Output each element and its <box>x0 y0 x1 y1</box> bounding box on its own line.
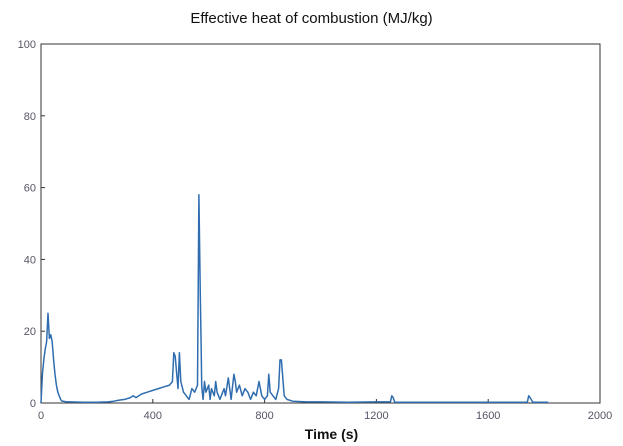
y-tick-label: 80 <box>24 111 36 123</box>
plot-frame <box>40 43 601 404</box>
x-tick-label: 0 <box>38 410 44 422</box>
y-tick-label: 60 <box>24 183 36 195</box>
chart-title: Effective heat of combustion (MJ/kg) <box>190 10 433 27</box>
series-line <box>40 194 549 404</box>
x-tick-label: 800 <box>255 410 273 422</box>
x-tick-label: 1200 <box>364 410 388 422</box>
x-axis-label: Time (s) <box>304 426 359 442</box>
y-tick-label: 0 <box>30 398 36 410</box>
x-tick-label: 400 <box>144 410 162 422</box>
tick-group: 0 400 800 1200 1600 2000 0 20 40 60 80 100 <box>18 39 613 422</box>
y-tick-label: 20 <box>24 326 36 338</box>
y-tick-label: 100 <box>18 39 36 51</box>
x-tick-label: 2000 <box>588 410 612 422</box>
x-tick-label: 1600 <box>476 410 500 422</box>
y-tick-label: 40 <box>24 254 36 266</box>
